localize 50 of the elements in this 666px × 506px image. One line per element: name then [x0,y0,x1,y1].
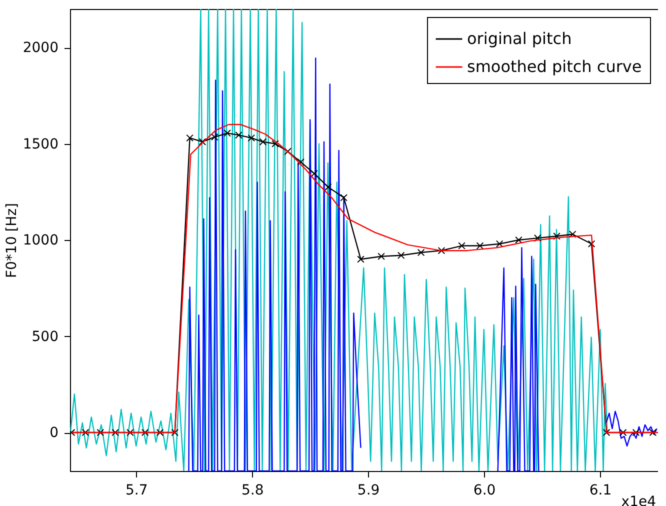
point [458,242,466,250]
point [417,248,425,256]
point [568,230,576,238]
point [438,246,446,254]
point [259,138,267,146]
x-tick-label: 5.9 [357,482,380,498]
point [515,236,522,244]
point [476,242,484,250]
x-tick-label: 5.7 [125,482,148,498]
y-tick-label: 2000 [22,40,58,56]
text: x1e4 [621,494,656,506]
point [340,194,348,202]
x-tick-label: 6.1 [589,482,612,498]
point [210,133,218,141]
point [156,428,164,436]
point [272,140,279,148]
point [186,134,194,142]
point [198,138,206,146]
point [141,428,149,436]
point [357,256,364,263]
point [619,428,627,436]
point [96,428,104,436]
point [534,234,542,242]
point [235,131,242,139]
point [310,170,318,178]
y-tick-label: 1500 [22,136,58,152]
point [378,252,385,260]
legend-label: original pitch [467,29,572,48]
point [324,183,332,191]
y-axis-title: F0*10 [Hz] [4,202,20,278]
point [496,240,504,248]
point [224,130,231,137]
point [171,428,179,436]
x-tick-label: 6.0 [473,482,496,498]
point [632,428,640,436]
y-tick-label: 1000 [22,232,58,248]
legend-label: smoothed pitch curve [467,57,642,76]
y-tick-label: 0 [50,425,58,441]
point [553,232,560,240]
point [112,428,119,436]
point [602,428,610,436]
y-tick-label: 500 [32,328,58,345]
point [297,158,304,166]
point [82,428,90,436]
point [588,240,596,248]
point [126,428,134,436]
x-tick-label: 5.8 [241,482,264,498]
point [397,252,405,260]
point [248,134,256,142]
point [649,428,657,436]
